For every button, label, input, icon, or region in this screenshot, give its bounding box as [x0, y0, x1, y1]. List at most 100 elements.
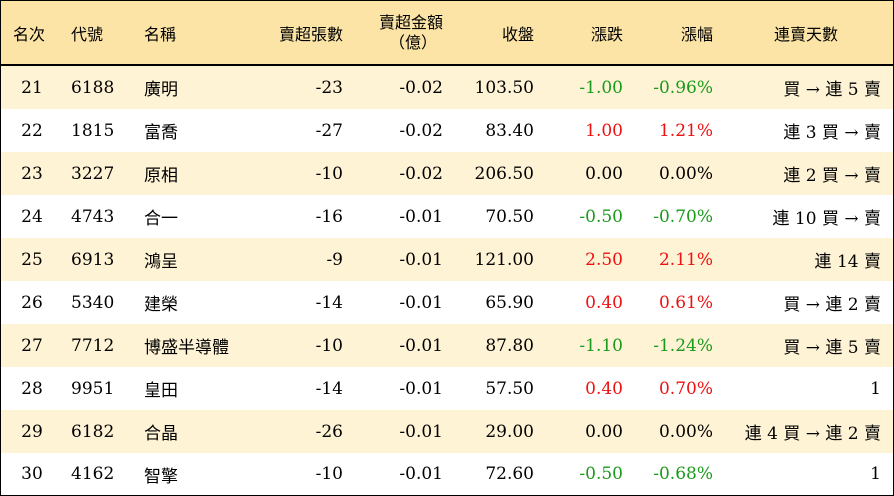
row-name: 建榮	[144, 295, 178, 315]
table-row: 23 3227 原相 -10 -0.02 206.50 0.00 0.00% 連 2 買 → 賣	[1, 152, 893, 195]
row-change: 0.40	[585, 292, 623, 313]
row-sell-streak: 1	[870, 378, 881, 399]
row-sell-streak: 連 14 賣	[814, 252, 881, 272]
row-sell-amount: -0.02	[399, 163, 443, 184]
header-sell-amount-unit: （億）	[388, 32, 437, 52]
row-sell-streak: 買 → 連 2 賣	[783, 295, 881, 315]
row-change: -0.50	[579, 206, 623, 227]
row-change-pct: -0.68%	[653, 464, 713, 484]
row-sell-volume: -10	[315, 163, 343, 184]
row-name: 合晶	[144, 424, 178, 444]
row-sell-amount: -0.01	[399, 421, 443, 442]
row-code: 4162	[71, 464, 115, 484]
row-name: 合一	[144, 209, 178, 229]
row-code: 6913	[71, 249, 115, 270]
row-change-pct: 1.21%	[658, 120, 713, 141]
row-close: 72.60	[485, 464, 534, 484]
row-rank: 29	[21, 421, 43, 442]
row-sell-amount: -0.01	[399, 464, 443, 484]
row-name: 富喬	[144, 123, 178, 143]
row-code: 5340	[71, 292, 115, 313]
row-change-pct: -1.24%	[653, 335, 713, 356]
row-rank: 25	[21, 249, 43, 270]
row-close: 121.00	[474, 249, 534, 270]
row-change: -1.10	[579, 335, 623, 356]
row-change: 1.00	[585, 120, 623, 141]
row-sell-volume: -9	[326, 249, 343, 270]
row-change-pct: 0.70%	[658, 378, 713, 399]
row-change-pct: 0.61%	[658, 292, 713, 313]
row-code: 6182	[71, 421, 115, 442]
row-close: 206.50	[474, 163, 534, 184]
row-sell-amount: -0.01	[399, 206, 443, 227]
table-row: 24 4743 合一 -16 -0.01 70.50 -0.50 -0.70% 連 10 買 →…	[1, 195, 893, 238]
row-rank: 22	[21, 120, 43, 141]
table-row: 30 4162 智擎 -10 -0.01 72.60 -0.50 -0.68% 1	[1, 453, 893, 495]
row-sell-volume: -10	[315, 335, 343, 356]
header-name: 名稱	[144, 24, 177, 44]
row-sell-amount: -0.01	[399, 249, 443, 270]
row-close: 87.80	[485, 335, 534, 356]
header-close: 收盤	[501, 24, 534, 44]
row-change: 0.40	[585, 378, 623, 399]
row-sell-volume: -23	[315, 77, 343, 98]
header-sell-amount: 賣超金額 （億）	[351, 1, 443, 64]
header-change-pct: 漲幅	[680, 24, 713, 44]
header-sell-streak: 連賣天數	[773, 24, 838, 44]
row-sell-amount: -0.02	[399, 120, 443, 141]
row-rank: 28	[21, 378, 43, 399]
row-sell-amount: -0.01	[399, 292, 443, 313]
row-close: 103.50	[474, 77, 534, 98]
row-change: -1.00	[579, 77, 623, 98]
row-code: 4743	[71, 206, 115, 227]
row-sell-volume: -14	[315, 292, 343, 313]
table-row: 27 7712 博盛半導體 -10 -0.01 87.80 -1.10 -1.24% 買 → 連…	[1, 324, 893, 367]
table-row: 29 6182 合晶 -26 -0.01 29.00 0.00 0.00% 連 4 買 → 連 …	[1, 410, 893, 453]
row-code: 7712	[71, 335, 115, 356]
row-name: 原相	[144, 166, 178, 186]
row-code: 3227	[71, 163, 115, 184]
row-close: 57.50	[485, 378, 534, 399]
header-sell-amount-label: 賣超金額	[378, 12, 443, 32]
row-change-pct: -0.70%	[653, 206, 713, 227]
row-sell-amount: -0.01	[399, 335, 443, 356]
header-sell-volume: 賣超張數	[278, 24, 343, 44]
table-row: 25 6913 鴻呈 -9 -0.01 121.00 2.50 2.11% 連 14 賣	[1, 238, 893, 281]
row-sell-volume: -16	[315, 206, 343, 227]
row-change-pct: 0.00%	[658, 421, 713, 442]
row-sell-volume: -26	[315, 421, 343, 442]
row-sell-volume: -27	[315, 120, 343, 141]
row-change: 2.50	[585, 249, 623, 270]
row-name: 廣明	[144, 80, 178, 100]
row-close: 70.50	[485, 206, 534, 227]
row-sell-streak: 連 3 買 → 賣	[783, 123, 881, 143]
row-close: 29.00	[485, 421, 534, 442]
row-rank: 21	[21, 77, 43, 98]
row-change: -0.50	[579, 464, 623, 484]
row-sell-amount: -0.02	[399, 77, 443, 98]
row-rank: 30	[21, 464, 43, 484]
header-rank: 名次	[13, 24, 46, 44]
table-header: 名次 代號 名稱 賣超張數 賣超金額 （億） 收盤 漲跌 漲幅 連賣天數	[1, 1, 893, 66]
row-change-pct: 2.11%	[658, 249, 713, 270]
row-name: 鴻呈	[144, 252, 178, 272]
row-change: 0.00	[585, 421, 623, 442]
row-change-pct: -0.96%	[653, 77, 713, 98]
row-sell-streak: 連 10 買 → 賣	[772, 209, 882, 229]
row-sell-streak: 1	[870, 464, 881, 484]
row-rank: 26	[21, 292, 43, 313]
table-row: 22 1815 富喬 -27 -0.02 83.40 1.00 1.21% 連 3 買 → 賣	[1, 109, 893, 152]
row-rank: 27	[21, 335, 43, 356]
row-name: 皇田	[144, 381, 178, 401]
row-sell-streak: 買 → 連 5 賣	[783, 80, 881, 100]
row-rank: 24	[21, 206, 43, 227]
header-change: 漲跌	[590, 24, 623, 44]
row-code: 9951	[71, 378, 115, 399]
row-change: 0.00	[585, 163, 623, 184]
row-code: 6188	[71, 77, 115, 98]
header-code: 代號	[71, 24, 104, 44]
table-row: 26 5340 建榮 -14 -0.01 65.90 0.40 0.61% 買 → 連 2 賣	[1, 281, 893, 324]
row-name: 智擎	[144, 466, 178, 487]
row-close: 83.40	[485, 120, 534, 141]
